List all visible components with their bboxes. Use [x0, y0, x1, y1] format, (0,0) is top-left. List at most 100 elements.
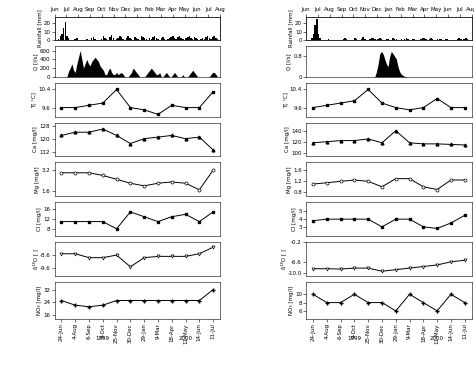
Bar [209, 38, 210, 40]
Bar [149, 38, 150, 40]
Bar [132, 39, 134, 40]
Bar [215, 38, 217, 40]
Bar [165, 39, 167, 40]
Bar [139, 39, 140, 40]
Bar [151, 39, 152, 40]
Bar [101, 39, 102, 40]
Bar [60, 36, 61, 40]
Bar [181, 38, 182, 40]
Y-axis label: Rainfall [mm]: Rainfall [mm] [37, 10, 42, 47]
Bar [213, 36, 215, 40]
Bar [326, 39, 328, 40]
Bar [310, 39, 311, 40]
Bar [344, 38, 346, 40]
Bar [177, 37, 179, 40]
Bar [437, 39, 438, 40]
Y-axis label: Q [l/s]: Q [l/s] [287, 53, 292, 70]
Bar [219, 39, 220, 40]
Bar [174, 38, 175, 40]
Bar [119, 36, 121, 40]
Bar [106, 39, 108, 40]
Bar [131, 39, 132, 40]
Bar [84, 39, 86, 40]
Bar [194, 37, 195, 40]
Bar [182, 39, 183, 40]
Bar [447, 39, 448, 40]
Bar [444, 39, 445, 40]
Bar [147, 39, 149, 40]
Bar [74, 39, 76, 40]
Bar [191, 38, 192, 40]
Bar [448, 39, 450, 40]
Bar [112, 38, 114, 40]
Bar [63, 28, 64, 40]
Y-axis label: Q [l/s]: Q [l/s] [34, 53, 38, 70]
Bar [434, 39, 435, 40]
Y-axis label: NO₃ [mg/l]: NO₃ [mg/l] [289, 286, 293, 315]
Bar [129, 38, 130, 40]
Y-axis label: Rainfall [mm]: Rainfall [mm] [289, 10, 293, 47]
Bar [438, 39, 440, 40]
Bar [104, 38, 106, 40]
Bar [318, 34, 319, 40]
Bar [363, 37, 364, 40]
Bar [128, 36, 129, 40]
Bar [377, 39, 379, 40]
Bar [430, 38, 432, 40]
Bar [155, 38, 157, 40]
Y-axis label: T[ °C]: T[ °C] [32, 92, 36, 108]
Bar [357, 39, 359, 40]
Bar [58, 39, 59, 40]
Bar [94, 39, 96, 40]
Bar [337, 39, 339, 40]
Bar [468, 39, 470, 40]
Bar [157, 39, 159, 40]
Bar [442, 39, 443, 40]
Bar [187, 37, 189, 40]
Y-axis label: δ¹⁸O [ ]: δ¹⁸O [ ] [281, 249, 286, 269]
Bar [405, 38, 407, 40]
Bar [396, 39, 397, 40]
Bar [387, 39, 389, 40]
Bar [329, 39, 331, 40]
Bar [108, 39, 109, 40]
Bar [394, 39, 395, 40]
Bar [401, 39, 402, 40]
Bar [195, 38, 197, 40]
Bar [210, 39, 212, 40]
Y-axis label: Cl [mg/l]: Cl [mg/l] [292, 207, 297, 231]
Text: 2000: 2000 [430, 336, 444, 341]
Bar [364, 39, 365, 40]
Bar [66, 36, 68, 40]
Bar [141, 36, 142, 40]
Bar [346, 39, 347, 40]
Bar [184, 39, 185, 40]
Bar [167, 39, 169, 40]
Text: 1999: 1999 [347, 336, 361, 341]
Bar [428, 39, 430, 40]
Text: 2000: 2000 [179, 336, 192, 341]
Bar [111, 35, 112, 40]
Bar [152, 37, 154, 40]
Bar [402, 39, 404, 40]
Bar [202, 38, 203, 40]
Bar [407, 39, 409, 40]
Bar [427, 39, 428, 40]
Bar [445, 39, 447, 40]
Bar [137, 39, 139, 40]
Bar [121, 37, 122, 40]
Bar [164, 39, 165, 40]
Bar [172, 36, 173, 40]
Bar [373, 38, 374, 40]
Bar [169, 38, 170, 40]
Y-axis label: δ¹⁸O [ ]: δ¹⁸O [ ] [33, 249, 38, 269]
Bar [458, 38, 460, 40]
Bar [92, 37, 94, 40]
Bar [467, 39, 468, 40]
Bar [386, 39, 387, 40]
Bar [162, 37, 164, 40]
Bar [464, 39, 465, 40]
Bar [455, 39, 456, 40]
Bar [381, 39, 382, 40]
Bar [415, 39, 417, 40]
